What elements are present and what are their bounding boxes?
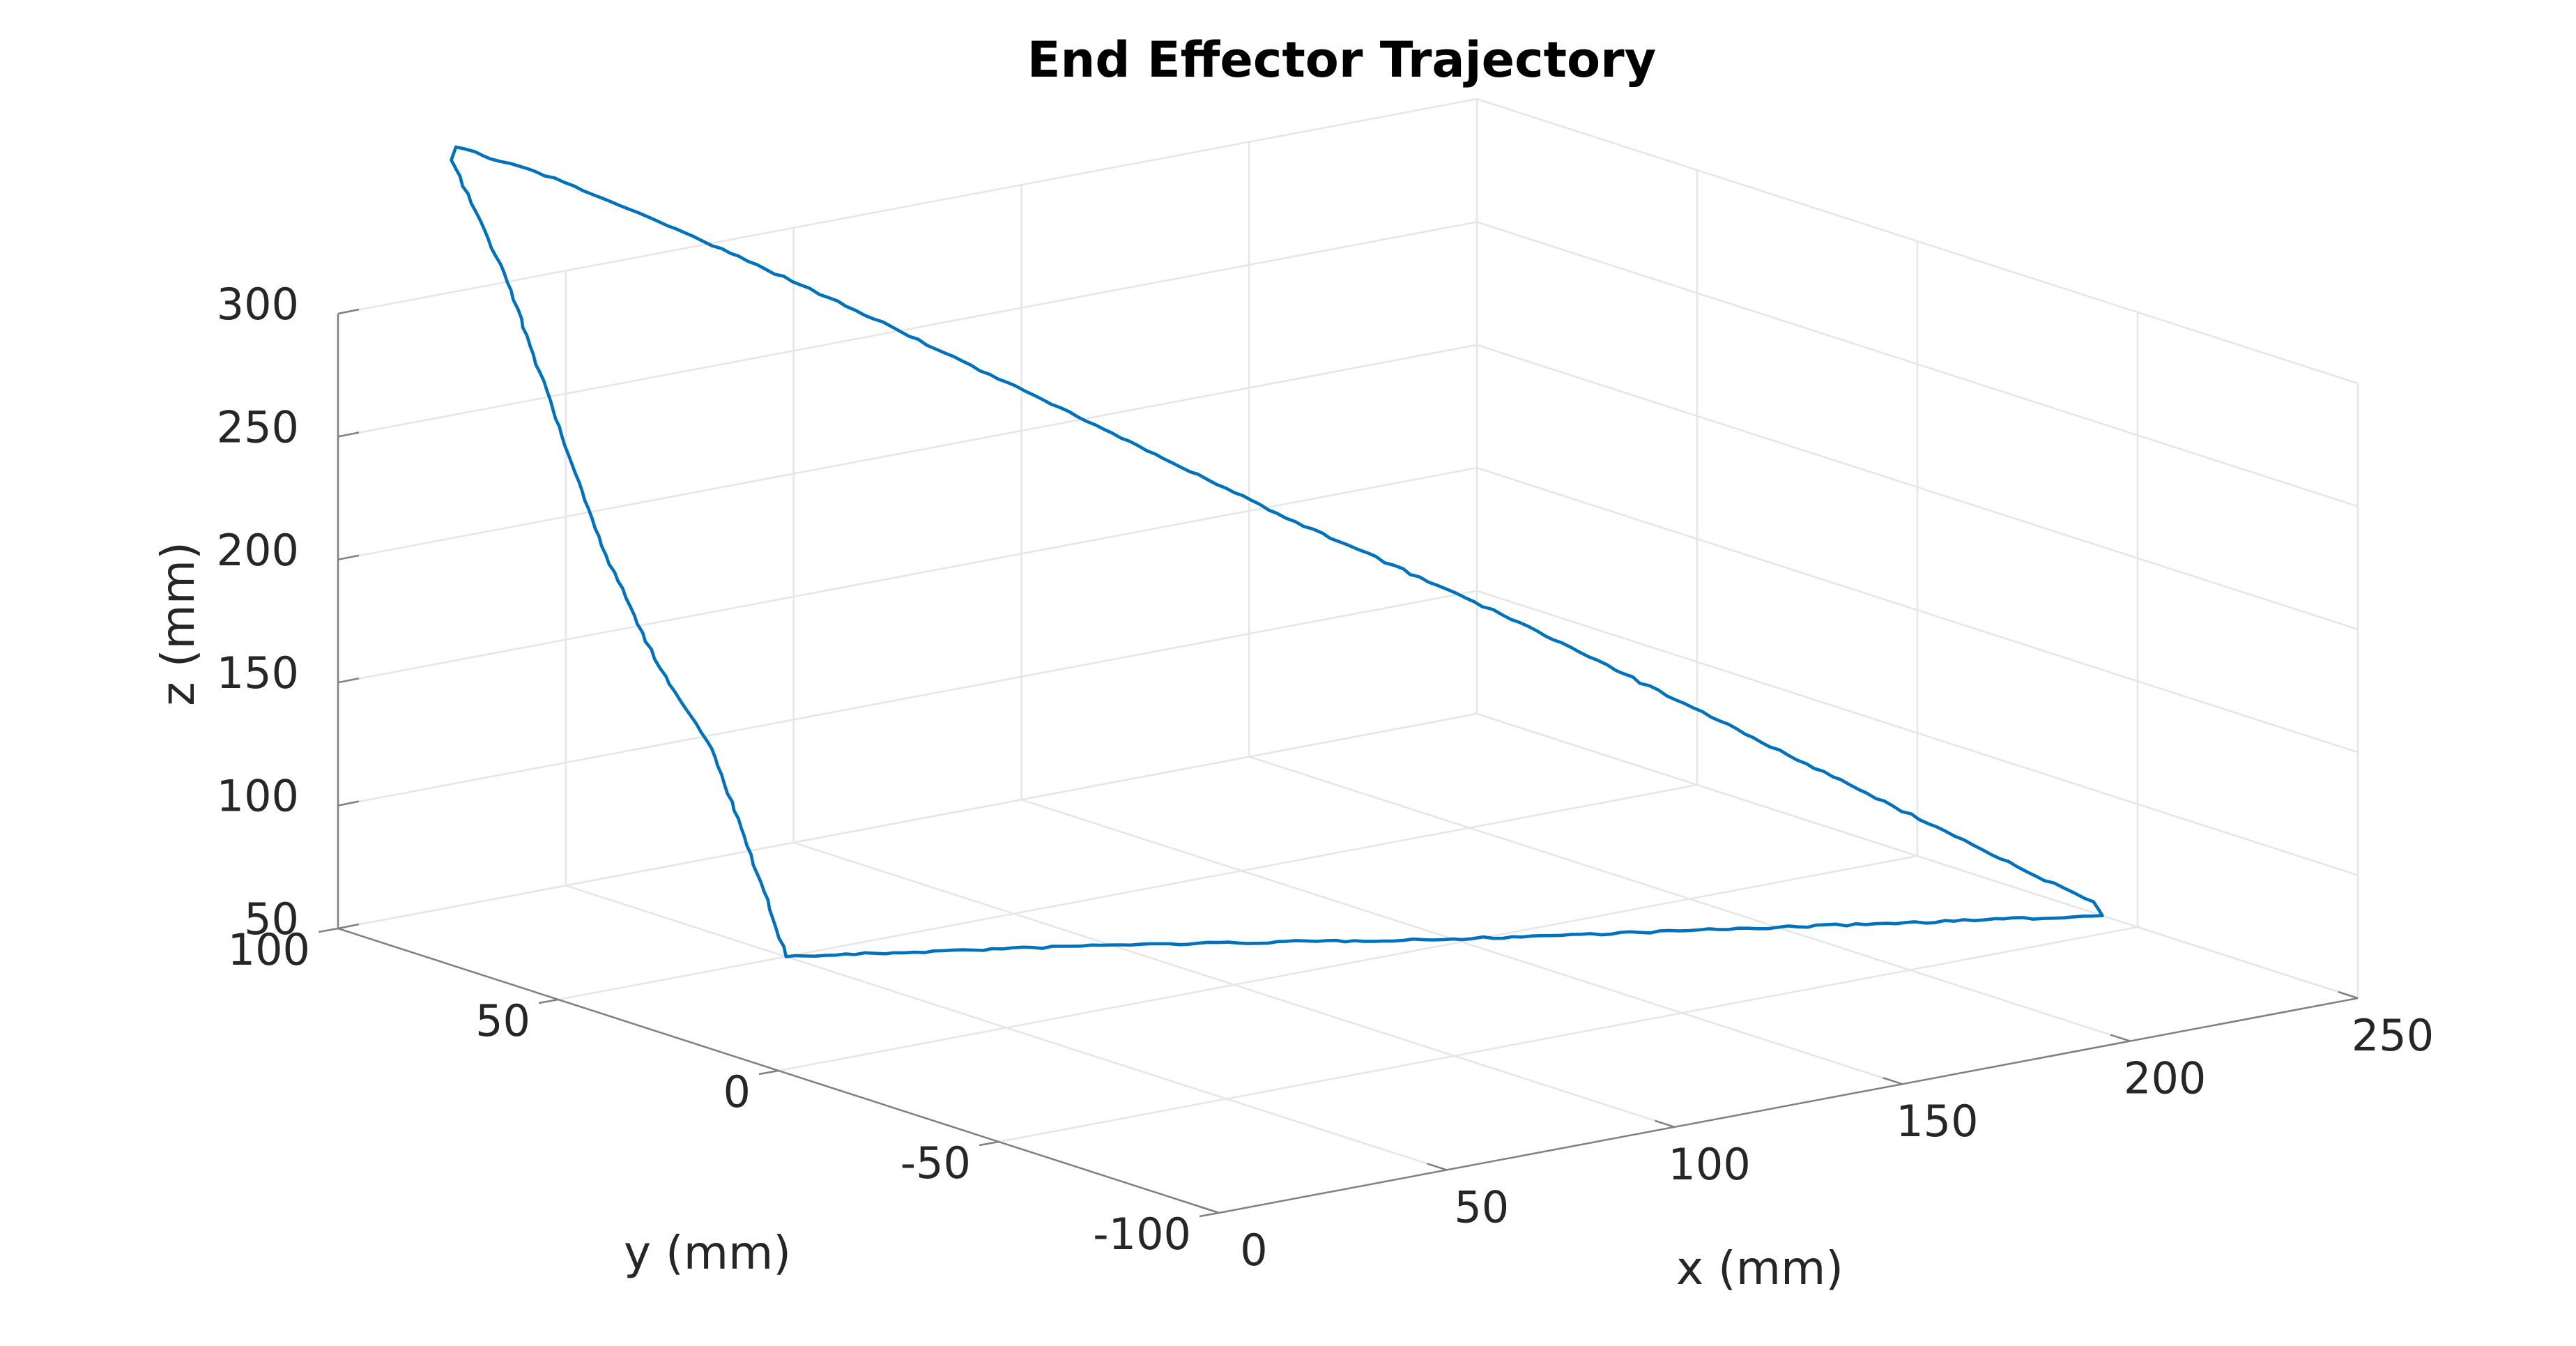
grid-line-side-z [1476,467,2359,754]
z-tick-mark [337,431,360,438]
z-tick-label: 250 [217,401,299,452]
grid-line-side-z [1476,221,2359,507]
grid-line-back-z [337,590,1478,806]
tick-labels: 050100150200250-100-50050100501001502002… [217,279,2435,1276]
trajectory-line [450,145,2104,958]
grid-line-back-z [337,344,1478,561]
x-tick-mark [2338,991,2359,1000]
y-axis-label: y (mm) [624,1226,791,1280]
x-tick-label: 200 [2124,1053,2206,1104]
y-tick-label: -100 [1093,1209,1191,1260]
grid-line-back-z [337,466,1478,684]
x-tick-label: 250 [2352,1010,2434,1061]
grid-lines [337,98,2359,1214]
y-tick-label: -50 [900,1138,971,1188]
x-axis-line [1218,997,2359,1214]
z-tick-mark [337,308,360,315]
grid-line-floor-y [778,855,1918,1072]
grid-line-side-z [1476,590,2359,876]
y-tick-label: 100 [228,924,310,975]
z-tick-mark [337,554,360,561]
grid-line-side-z [1476,344,2359,630]
axes [318,308,2359,1218]
y-tick-mark [1199,1211,1220,1218]
y-tick-mark [318,927,339,933]
series [450,145,2104,958]
y-tick-mark [538,998,559,1004]
x-tick-label: 150 [1896,1096,1978,1147]
x-tick-mark [1655,1119,1675,1128]
y-tick-label: 50 [475,995,530,1046]
z-tick-mark [337,800,360,806]
grid-line-back-z [337,98,1478,315]
y-tick-mark [979,1140,999,1147]
z-tick-label: 200 [217,525,299,576]
z-tick-label: 50 [244,894,299,945]
z-tick-mark [337,923,360,930]
z-tick-mark [337,677,360,684]
y-tick-mark [758,1069,779,1076]
chart-title: End Effector Trajectory [1027,31,1657,89]
x-tick-label: 100 [1668,1139,1750,1190]
x-axis-label: x (mm) [1676,1241,1843,1295]
z-axis-label: z (mm) [151,542,205,706]
grid-line-side-z [1476,712,2359,1000]
y-tick-label: 0 [723,1066,751,1117]
grid-line-floor-y [998,926,2138,1143]
x-tick-mark [1427,1163,1448,1171]
x-tick-mark [1883,1077,1903,1085]
x-tick-label: 50 [1454,1181,1509,1232]
grid-line-back-z [337,221,1478,438]
z-tick-label: 150 [217,648,299,698]
x-tick-mark [2110,1034,2131,1042]
grid-line-side-z [1476,98,2359,385]
grid-line-floor-y [558,783,1698,1001]
x-tick-label: 0 [1240,1225,1267,1276]
z-tick-label: 300 [217,279,299,330]
z-tick-label: 100 [217,771,299,822]
grid-line-back-z [337,712,1478,930]
x-tick-mark [1199,1205,1220,1214]
